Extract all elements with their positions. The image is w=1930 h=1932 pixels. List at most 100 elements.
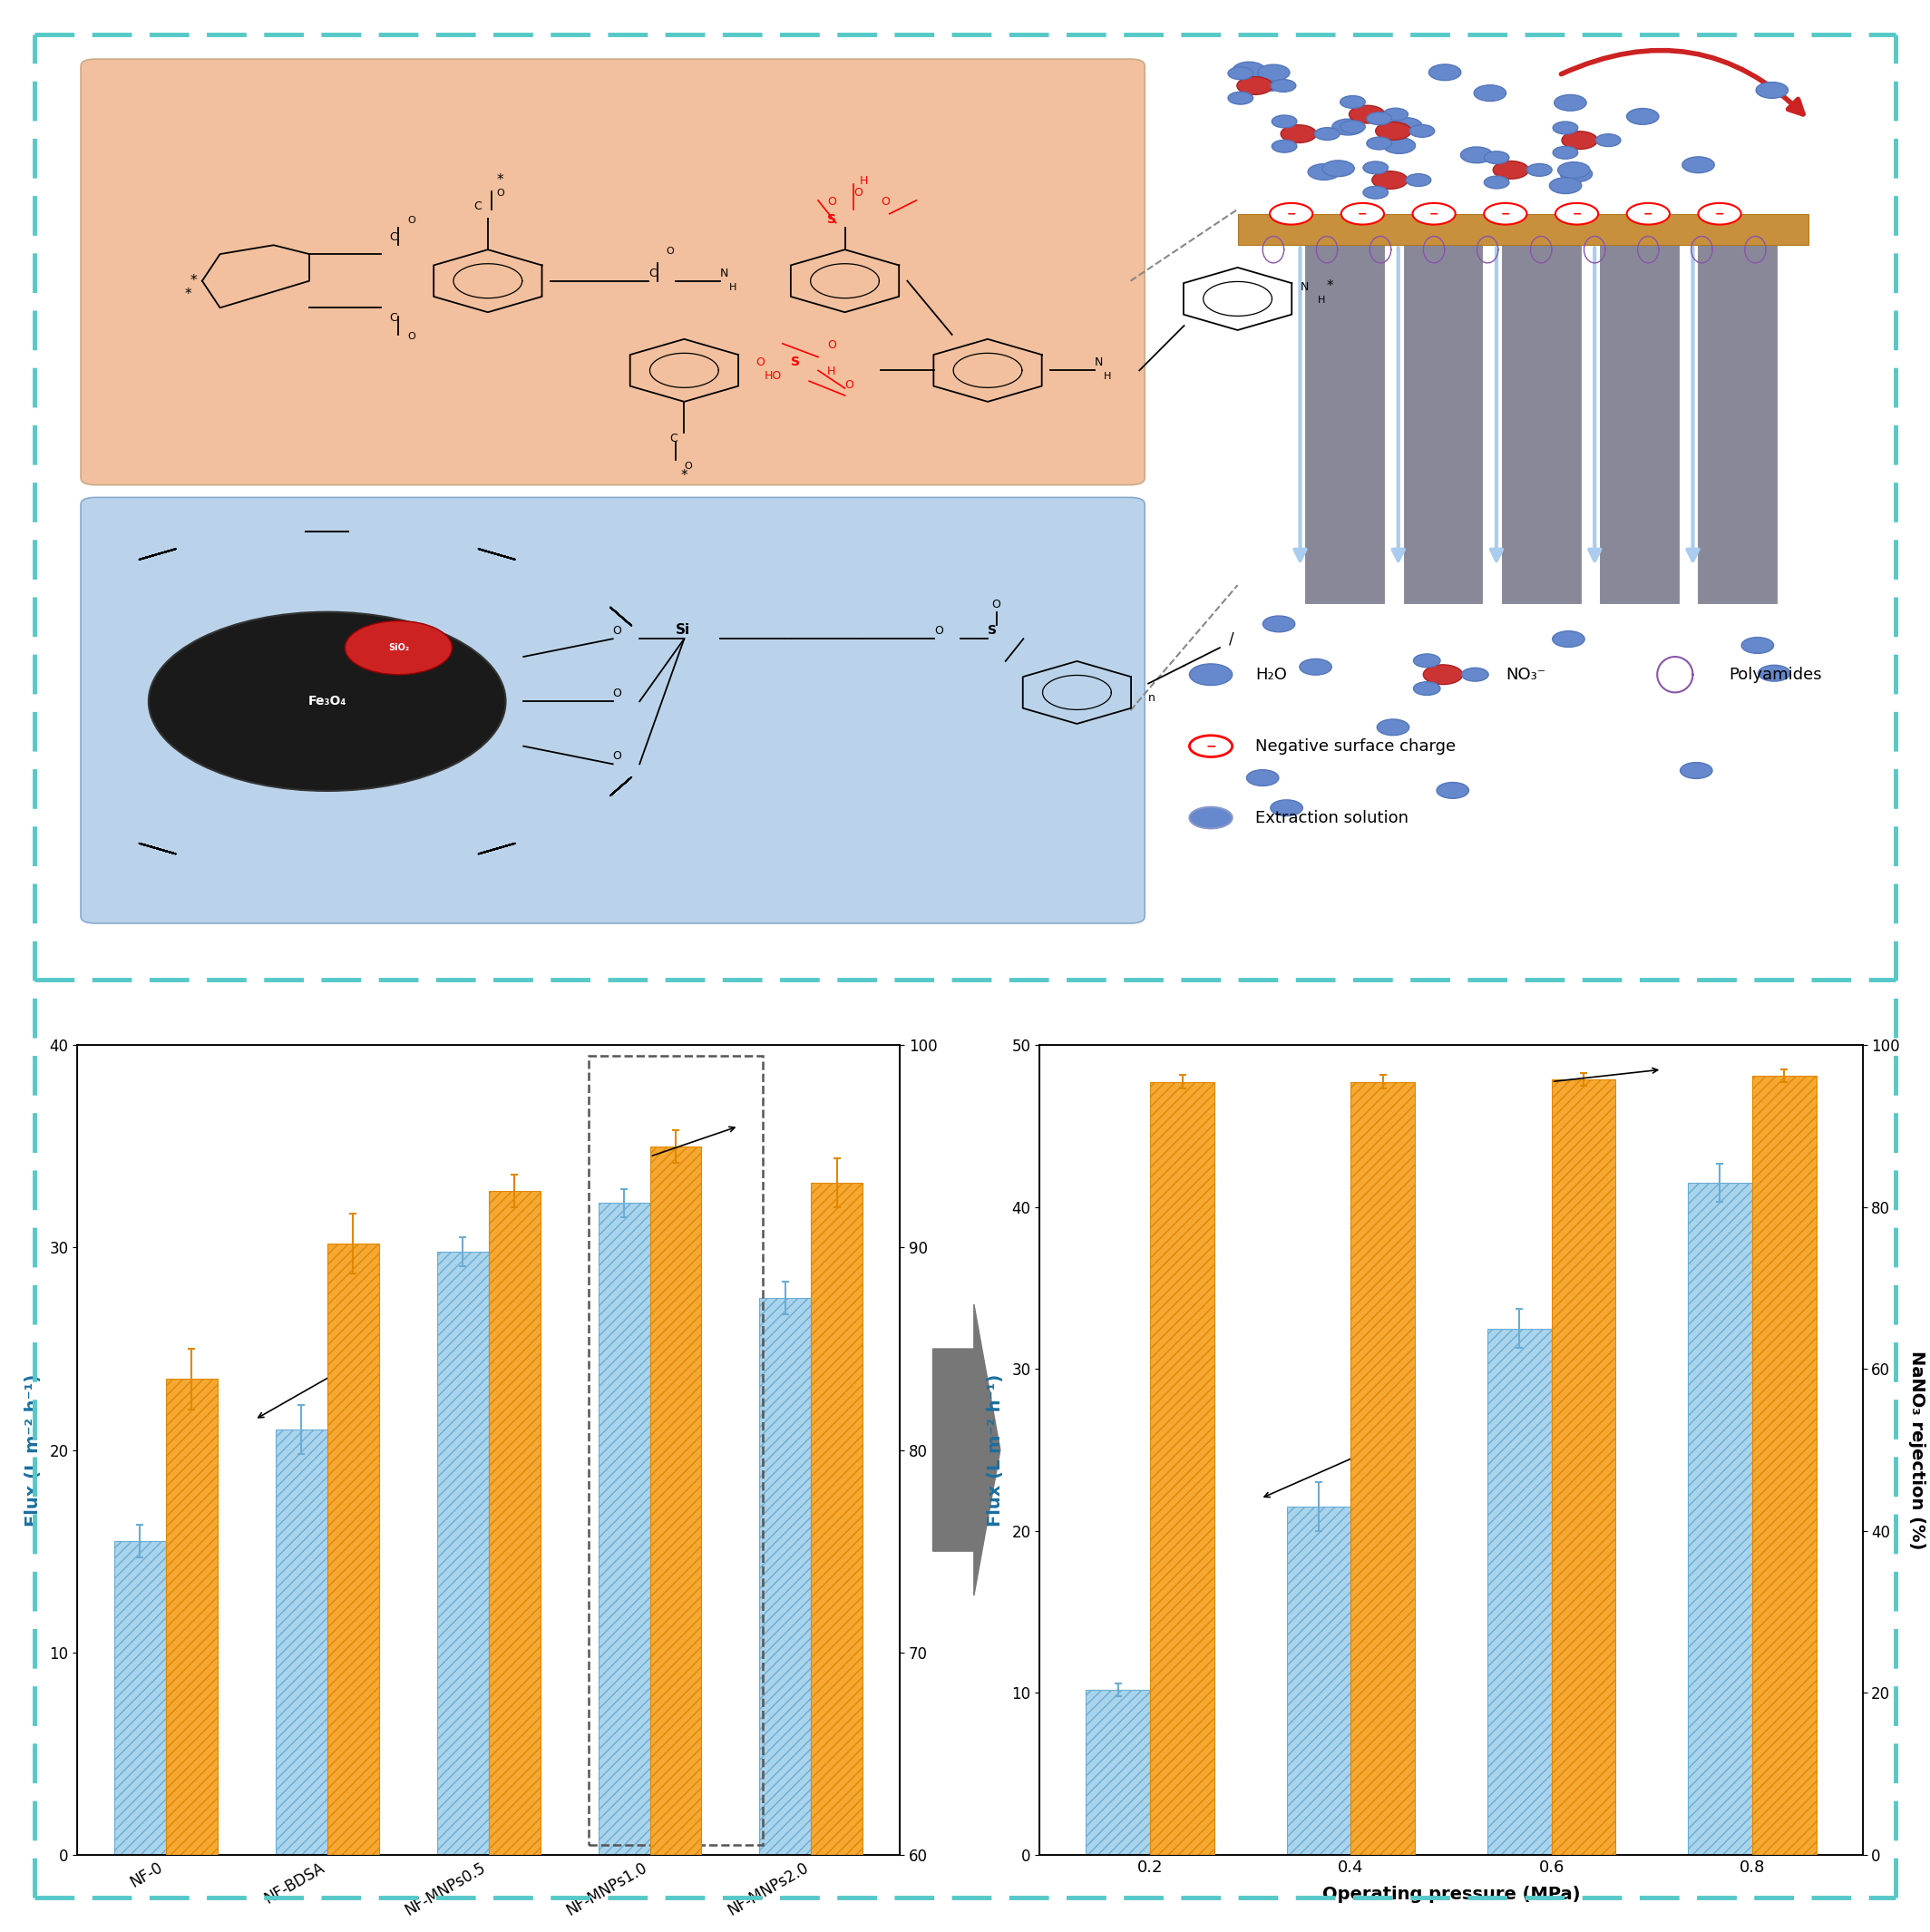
Text: O: O xyxy=(666,247,674,255)
Bar xyxy=(1552,1080,1615,1855)
Text: H: H xyxy=(859,176,868,187)
Text: H: H xyxy=(1104,373,1112,381)
Text: n: n xyxy=(1148,692,1156,703)
Text: −: − xyxy=(1206,740,1216,752)
Bar xyxy=(1403,228,1482,603)
Bar xyxy=(811,1182,863,1932)
Bar xyxy=(1752,1076,1816,1855)
Text: Negative surface charge: Negative surface charge xyxy=(1254,738,1455,753)
Circle shape xyxy=(1339,97,1365,108)
Text: *: * xyxy=(681,469,687,483)
Bar xyxy=(276,1430,328,1855)
Circle shape xyxy=(1254,75,1285,91)
Text: C: C xyxy=(670,433,677,444)
Circle shape xyxy=(1376,719,1409,736)
Circle shape xyxy=(1758,665,1791,682)
Text: O: O xyxy=(685,462,693,471)
Bar xyxy=(436,1252,488,1855)
Text: O: O xyxy=(826,195,836,207)
Circle shape xyxy=(1384,108,1409,120)
Circle shape xyxy=(1436,782,1469,798)
Circle shape xyxy=(1596,133,1621,147)
Text: HO: HO xyxy=(764,371,782,383)
Text: N: N xyxy=(1301,280,1309,292)
Text: *: * xyxy=(1328,278,1334,292)
Bar xyxy=(1287,1507,1351,1855)
Text: SiO₂: SiO₂ xyxy=(388,643,409,653)
Circle shape xyxy=(1627,108,1658,124)
Text: O: O xyxy=(934,626,944,638)
Circle shape xyxy=(1413,653,1440,667)
Circle shape xyxy=(1227,68,1253,79)
Circle shape xyxy=(1683,156,1714,172)
Circle shape xyxy=(1550,178,1581,193)
Text: O: O xyxy=(612,750,621,763)
Text: *: * xyxy=(189,274,197,288)
Bar xyxy=(760,1298,811,1855)
Circle shape xyxy=(1422,665,1463,684)
Circle shape xyxy=(1366,137,1392,149)
Bar xyxy=(650,1146,701,1932)
Text: C: C xyxy=(473,201,481,213)
Circle shape xyxy=(1233,62,1264,77)
Circle shape xyxy=(1349,106,1386,124)
Text: *: * xyxy=(185,288,191,301)
Circle shape xyxy=(1258,64,1289,81)
Circle shape xyxy=(1554,122,1579,133)
Circle shape xyxy=(1299,659,1332,674)
Circle shape xyxy=(1558,162,1590,178)
Text: O: O xyxy=(496,189,504,197)
FancyBboxPatch shape xyxy=(81,497,1144,923)
Circle shape xyxy=(1494,160,1529,180)
Text: −: − xyxy=(1287,209,1295,220)
Text: O: O xyxy=(992,599,1000,611)
Text: O: O xyxy=(880,195,890,207)
X-axis label: Operating pressure (MPa): Operating pressure (MPa) xyxy=(1322,1886,1581,1903)
Circle shape xyxy=(1270,203,1312,224)
Circle shape xyxy=(1314,128,1339,141)
Bar xyxy=(1600,228,1679,603)
FancyBboxPatch shape xyxy=(81,60,1144,485)
Circle shape xyxy=(1413,682,1440,696)
Circle shape xyxy=(1272,116,1297,128)
Bar xyxy=(1698,228,1778,603)
Text: H: H xyxy=(1318,296,1326,305)
Circle shape xyxy=(1384,137,1415,155)
Circle shape xyxy=(1341,203,1384,224)
Circle shape xyxy=(149,612,506,790)
Circle shape xyxy=(1556,203,1598,224)
Y-axis label: NaNO₃ rejection (%): NaNO₃ rejection (%) xyxy=(1909,1350,1924,1549)
Bar xyxy=(1502,228,1581,603)
Circle shape xyxy=(1552,632,1585,647)
Text: Extraction solution: Extraction solution xyxy=(1254,810,1409,825)
Circle shape xyxy=(1698,203,1741,224)
Circle shape xyxy=(1405,174,1430,185)
Text: /: / xyxy=(1229,630,1233,647)
Text: Si: Si xyxy=(675,624,689,638)
Bar xyxy=(1087,1690,1150,1855)
Text: −: − xyxy=(1716,209,1723,220)
Circle shape xyxy=(1339,120,1365,133)
Text: N: N xyxy=(720,267,728,278)
Bar xyxy=(1150,1082,1214,1855)
Circle shape xyxy=(1309,164,1339,180)
Bar xyxy=(1305,228,1384,603)
Circle shape xyxy=(1189,665,1231,686)
Text: S: S xyxy=(988,624,996,638)
Y-axis label: Flux (L m⁻² h⁻¹): Flux (L m⁻² h⁻¹) xyxy=(986,1374,1004,1526)
Circle shape xyxy=(1561,131,1598,149)
Circle shape xyxy=(345,620,452,674)
Bar xyxy=(1351,1082,1415,1855)
Circle shape xyxy=(1227,93,1253,104)
Y-axis label: NaNO₃ rejection (%): NaNO₃ rejection (%) xyxy=(946,1350,963,1549)
Circle shape xyxy=(1262,616,1295,632)
Circle shape xyxy=(1681,763,1712,779)
Text: O: O xyxy=(757,357,764,369)
Circle shape xyxy=(1554,95,1586,110)
Text: O: O xyxy=(845,379,853,390)
Text: Polyamides: Polyamides xyxy=(1729,667,1822,682)
Text: O: O xyxy=(407,332,415,340)
Text: C: C xyxy=(390,313,398,325)
Circle shape xyxy=(1363,185,1388,199)
Circle shape xyxy=(1270,800,1303,815)
